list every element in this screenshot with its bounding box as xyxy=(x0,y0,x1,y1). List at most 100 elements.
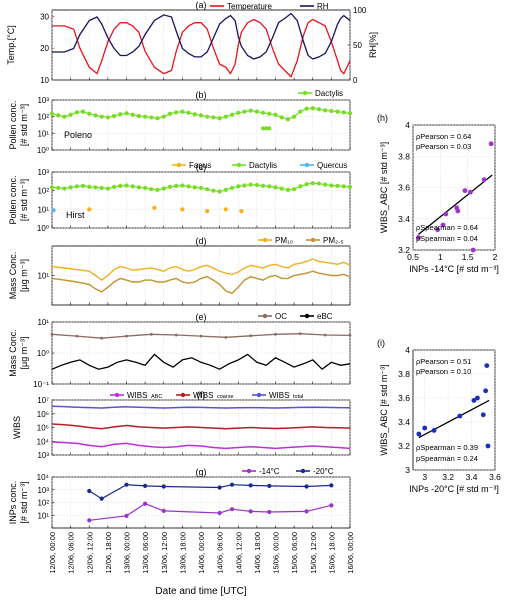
i-ylabel: WIBS_ABC [# std m⁻³] xyxy=(379,364,389,455)
inp-20-point xyxy=(161,484,166,489)
h-point xyxy=(470,247,476,253)
x-tick-label: 12/06, 12:00 xyxy=(85,532,94,574)
b-dactylis-point xyxy=(229,112,235,117)
c-dactylis-point xyxy=(260,183,266,189)
c-dactylis-point xyxy=(99,185,104,191)
g-ytick-label: 10⁴ xyxy=(37,473,50,482)
inp-14-point xyxy=(267,509,272,515)
x-tick-label: 15/06, 12:00 xyxy=(309,532,318,574)
h-xlabel: INPs -14°C [# std m⁻³] xyxy=(409,264,499,274)
h-xtick-label: 1 xyxy=(438,252,443,262)
c-dactylis-point xyxy=(341,184,346,189)
pm10-line xyxy=(51,258,351,281)
oc-point xyxy=(50,332,54,336)
b-dactylis-point xyxy=(124,111,129,116)
b-dactylis-point xyxy=(279,115,284,120)
inp-20-point xyxy=(267,483,272,489)
h-ylabel: WIBS_ABC [# std m⁻³] xyxy=(379,142,389,233)
d-legend-pm10-marker xyxy=(262,237,268,243)
c-dactylis-point xyxy=(105,186,110,191)
h-point xyxy=(455,208,461,214)
c-dactylis-point xyxy=(273,185,278,190)
inp-14-point xyxy=(143,501,148,506)
c-dactylis-point xyxy=(161,186,166,191)
inp-20-line xyxy=(88,484,332,500)
b-title: (b) xyxy=(196,90,207,100)
oc-point xyxy=(199,334,203,338)
b-ytick-label: 10² xyxy=(37,113,49,122)
c-title: (c) xyxy=(196,162,207,172)
b-dactylis-point xyxy=(310,106,315,111)
c-ytick-label: 10² xyxy=(37,187,49,196)
e-ytick-label: 10⁰ xyxy=(37,349,49,358)
g-legend-20-marker xyxy=(300,468,306,474)
i-stat-1: pPearson = 0.10 xyxy=(416,367,471,376)
b-dactylis-point xyxy=(347,111,353,116)
c-fagus-point xyxy=(180,207,185,212)
c-dactylis-point xyxy=(292,187,297,192)
c-dactylis-point xyxy=(136,185,142,190)
i-xlabel: INPs -20°C [# std m⁻³] xyxy=(409,484,499,494)
c-dactylis-point xyxy=(236,184,241,189)
c-ylabel-1: Pollen conc. xyxy=(8,175,18,224)
x-tick-label: 12/06, 06:00 xyxy=(67,532,76,574)
i-xtick-label: 3.6 xyxy=(489,472,501,482)
i-ytick-label: 3.4 xyxy=(398,417,410,427)
inp-20-point xyxy=(217,485,222,490)
c-dactylis-point xyxy=(316,181,322,186)
h-point xyxy=(440,222,446,228)
d-ylabel-2: [µg m⁻³] xyxy=(19,259,29,292)
x-tick-label: 12/06, 18:00 xyxy=(104,532,113,574)
c-dactylis-point xyxy=(149,187,154,192)
b-dactylis-point xyxy=(62,114,67,119)
b-dactylis-point xyxy=(49,111,55,116)
c-dactylis-point xyxy=(56,185,61,191)
d-legend-pm25-marker xyxy=(310,237,316,243)
x-tick-label: 13/06, 18:00 xyxy=(178,532,187,574)
a-panel: 10 20 30 0 50 100 xyxy=(40,6,367,85)
c-quercus-point xyxy=(51,208,56,213)
c-dactylis-point xyxy=(323,182,328,187)
d-ylabel-1: Mass Conc. xyxy=(8,252,18,300)
c-dactylis-point xyxy=(304,182,309,187)
i-point xyxy=(422,425,428,431)
b-dactylis-point xyxy=(260,110,266,115)
inp-20-point xyxy=(87,488,92,494)
x-tick-label: 12/06, 00:00 xyxy=(48,532,57,574)
inp-20-point xyxy=(124,482,129,487)
f-legend-total-sub: total xyxy=(293,394,303,400)
h-ytick-label: 3.4 xyxy=(398,214,410,224)
a-ytick-left-label: 30 xyxy=(40,12,49,21)
c-legend-quercus-marker xyxy=(304,162,310,168)
b-dactylis-point xyxy=(236,110,241,115)
oc-point xyxy=(298,332,302,336)
c-dactylis-point xyxy=(329,183,334,188)
f-legend-coarse-marker xyxy=(180,392,186,398)
i-ytick-label: 3.2 xyxy=(398,441,410,451)
b-dactylis-point xyxy=(254,109,259,114)
c-dactylis-point xyxy=(267,184,272,189)
b-dactylis-point xyxy=(93,113,98,118)
b-dactylis-point xyxy=(205,114,210,119)
c-dactylis-point xyxy=(229,185,235,191)
i-point xyxy=(431,428,437,433)
c-annotation-hirst: Hirst xyxy=(66,210,85,220)
inp-14-point xyxy=(124,513,129,518)
h-point xyxy=(416,235,421,240)
inp-20-point xyxy=(304,484,309,489)
oc-point xyxy=(149,332,153,336)
g-ytick-label: 10³ xyxy=(37,486,49,495)
c-fagus-point xyxy=(152,205,157,210)
d-panel: 10¹ xyxy=(37,245,351,306)
inp-14-point xyxy=(248,509,253,514)
inp-20-point xyxy=(143,483,148,489)
i-fit-line xyxy=(418,399,490,439)
f-legend-coarse-sub: coarse xyxy=(217,394,234,400)
x-axis-label: Date and time [UTC] xyxy=(155,586,246,597)
c-dactylis-point xyxy=(143,185,148,191)
inp-14-line xyxy=(89,503,332,521)
b-dactylis-point xyxy=(341,110,346,115)
i-point xyxy=(475,395,480,401)
b-ytick-label: 10¹ xyxy=(37,129,49,138)
x-tick-label: 13/06, 12:00 xyxy=(160,532,169,574)
